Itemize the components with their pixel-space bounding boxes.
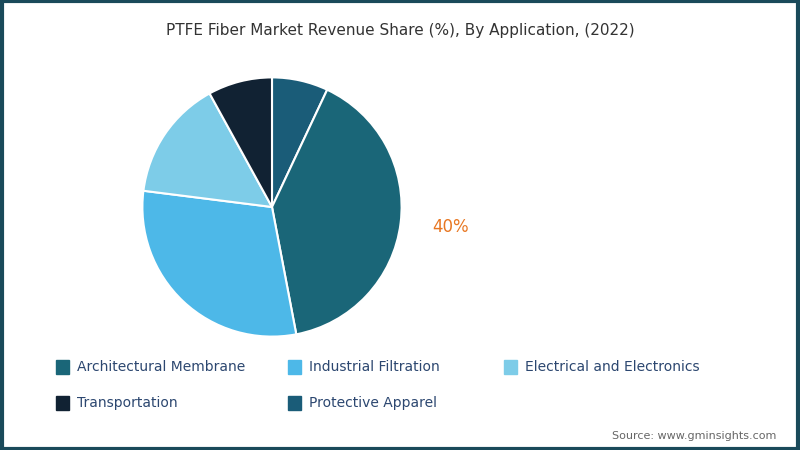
Text: 40%: 40% bbox=[433, 218, 470, 236]
Text: PTFE Fiber Market Revenue Share (%), By Application, (2022): PTFE Fiber Market Revenue Share (%), By … bbox=[166, 22, 634, 37]
Text: Transportation: Transportation bbox=[77, 396, 178, 410]
Text: Source: www.gminsights.com: Source: www.gminsights.com bbox=[612, 431, 776, 441]
Wedge shape bbox=[143, 94, 272, 207]
Wedge shape bbox=[210, 77, 272, 207]
Text: Industrial Filtration: Industrial Filtration bbox=[309, 360, 439, 374]
Text: Electrical and Electronics: Electrical and Electronics bbox=[525, 360, 699, 374]
Wedge shape bbox=[272, 77, 327, 207]
Text: Protective Apparel: Protective Apparel bbox=[309, 396, 437, 410]
Wedge shape bbox=[142, 191, 296, 337]
Text: Architectural Membrane: Architectural Membrane bbox=[77, 360, 245, 374]
Wedge shape bbox=[272, 90, 402, 334]
